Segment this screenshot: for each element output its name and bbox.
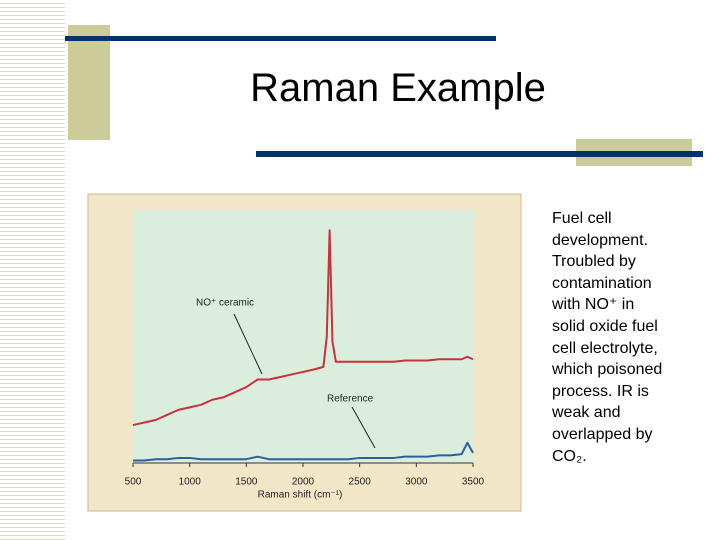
body-line: CO₂. [552,447,587,465]
body-line: with NO⁺ in [552,296,635,314]
annotation-arrow [233,313,263,375]
annotation: NO⁺ ceramic [196,298,254,309]
annotation: Reference [327,394,374,405]
x-axis-label: Raman shift (cm⁻¹) [258,490,343,501]
plot-area [133,210,473,463]
decor-square [68,25,110,140]
spectrum-line [132,229,474,427]
stripe-strip [0,0,65,540]
x-tick-label: 1500 [235,477,258,488]
body-line: development. [552,231,649,249]
body-line: which poisoned [552,361,663,379]
top-rule [65,36,496,41]
x-tick-label: 3000 [405,477,428,488]
body-text: Fuel cell development. Troubled by contamin… [552,208,662,467]
body-line: solid oxide fuel [552,317,658,335]
body-line: overlapped by [552,425,653,443]
spectrum-line [133,441,474,462]
body-line: Troubled by [552,253,636,271]
body-line: cell electrolyte, [552,339,658,357]
annotation-arrow [351,406,376,449]
x-tick-label: 2000 [292,477,315,488]
body-line: Fuel cell [552,210,612,227]
x-tick-label: 1000 [179,477,202,488]
bottom-rule [256,151,703,157]
body-line: contamination [552,274,652,292]
x-tick-label: 2500 [349,477,372,488]
body-line: process. IR is [552,382,649,400]
body-line: weak and [552,404,621,422]
x-tick-label: 3500 [462,477,485,488]
x-tick-label: 500 [125,477,142,488]
slide-title: Raman Example [250,66,546,110]
